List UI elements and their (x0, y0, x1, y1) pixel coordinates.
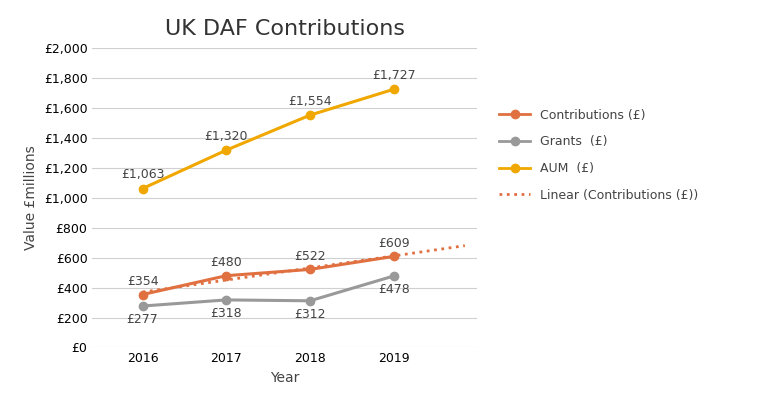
Text: £609: £609 (378, 237, 410, 250)
AUM  (£) (306, 113, 315, 118)
Text: £354: £354 (127, 275, 159, 288)
Contributions (£) (306, 267, 315, 272)
Y-axis label: Value £millions: Value £millions (24, 145, 38, 250)
Text: £1,320: £1,320 (205, 130, 248, 143)
Legend: Contributions (£), Grants  (£), AUM  (£), Linear (Contributions (£)): Contributions (£), Grants (£), AUM (£), … (499, 109, 698, 202)
Grants  (£) (306, 299, 315, 303)
Line: Linear (Contributions (£)): Linear (Contributions (£)) (142, 246, 465, 292)
Linear (Contributions (£)) (200, 281, 209, 286)
Text: £480: £480 (210, 256, 243, 269)
AUM  (£) (222, 148, 231, 153)
AUM  (£) (389, 87, 398, 92)
Contributions (£) (222, 273, 231, 278)
Line: Contributions (£): Contributions (£) (139, 252, 398, 299)
Text: £1,063: £1,063 (121, 168, 164, 181)
Title: UK DAF Contributions: UK DAF Contributions (165, 19, 405, 39)
Text: £1,727: £1,727 (372, 69, 416, 82)
Linear (Contributions (£)) (444, 246, 454, 250)
Text: £522: £522 (294, 250, 326, 263)
Text: £277: £277 (127, 313, 159, 326)
Text: £478: £478 (378, 283, 410, 296)
Linear (Contributions (£)) (213, 279, 222, 284)
Text: £1,554: £1,554 (288, 95, 332, 108)
Text: £318: £318 (210, 307, 242, 320)
Line: AUM  (£): AUM (£) (139, 85, 398, 193)
Linear (Contributions (£)) (138, 290, 147, 295)
Grants  (£) (222, 297, 231, 302)
X-axis label: Year: Year (270, 371, 300, 385)
Contributions (£) (138, 292, 147, 297)
Linear (Contributions (£)) (330, 262, 340, 267)
Linear (Contributions (£)) (460, 243, 470, 248)
Linear (Contributions (£)) (304, 266, 313, 271)
Grants  (£) (389, 274, 398, 278)
Line: Grants  (£): Grants (£) (139, 272, 398, 310)
Linear (Contributions (£)) (434, 247, 444, 252)
Contributions (£) (389, 254, 398, 259)
AUM  (£) (138, 186, 147, 191)
Text: £312: £312 (294, 307, 326, 320)
Grants  (£) (138, 304, 147, 309)
